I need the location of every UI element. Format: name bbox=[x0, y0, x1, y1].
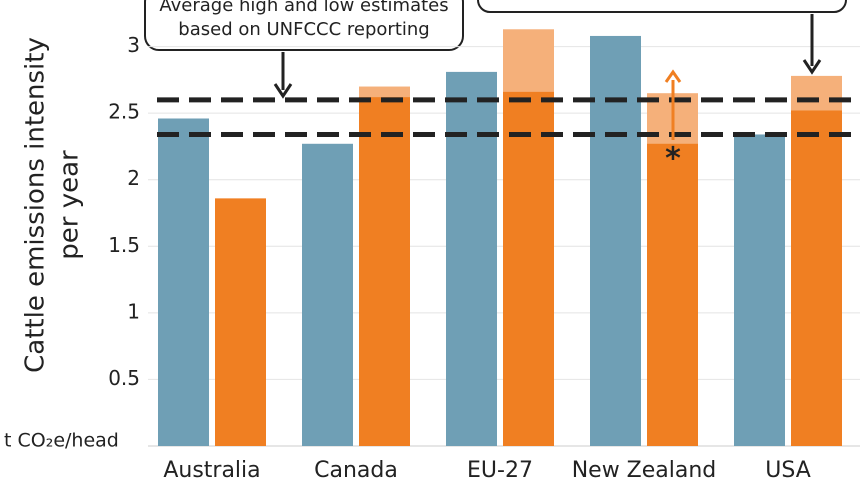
callout-text: Average high and low estimates bbox=[159, 0, 448, 16]
y-tick-label: 3 bbox=[127, 33, 140, 57]
bar bbox=[734, 134, 785, 446]
y-tick-label: 0.5 bbox=[108, 366, 140, 390]
asterisk: * bbox=[665, 142, 681, 177]
x-tick-label: Canada bbox=[314, 458, 398, 483]
bar bbox=[647, 143, 698, 446]
bar bbox=[446, 71, 497, 446]
bar bbox=[590, 35, 641, 447]
bar bbox=[302, 143, 353, 446]
y-axis-label: Cattle emissions intensity bbox=[21, 37, 51, 373]
x-tick-label: EU-27 bbox=[467, 458, 533, 483]
y-unit-label: t CO₂e/head bbox=[4, 430, 119, 452]
y-tick-label: 1 bbox=[127, 299, 140, 323]
bar bbox=[215, 198, 266, 446]
y-axis-label: per year bbox=[55, 150, 85, 260]
bar bbox=[359, 97, 410, 447]
callout-text: based on UNFCCC reporting bbox=[178, 19, 429, 40]
bar bbox=[791, 110, 842, 446]
bar bbox=[158, 118, 209, 446]
bar bbox=[503, 91, 554, 447]
y-tick-label: 1.5 bbox=[108, 233, 140, 257]
arrow-head bbox=[664, 69, 682, 83]
callout-box bbox=[477, 0, 847, 13]
x-tick-label: Australia bbox=[163, 458, 260, 483]
x-tick-label: USA bbox=[765, 458, 811, 483]
arrow-head bbox=[273, 83, 293, 99]
y-tick-label: 2 bbox=[127, 166, 140, 190]
x-tick-label: New Zealand bbox=[572, 458, 717, 483]
callout-box bbox=[144, 0, 464, 51]
y-tick-label: 2.5 bbox=[108, 100, 140, 124]
arrow-head bbox=[802, 59, 822, 75]
